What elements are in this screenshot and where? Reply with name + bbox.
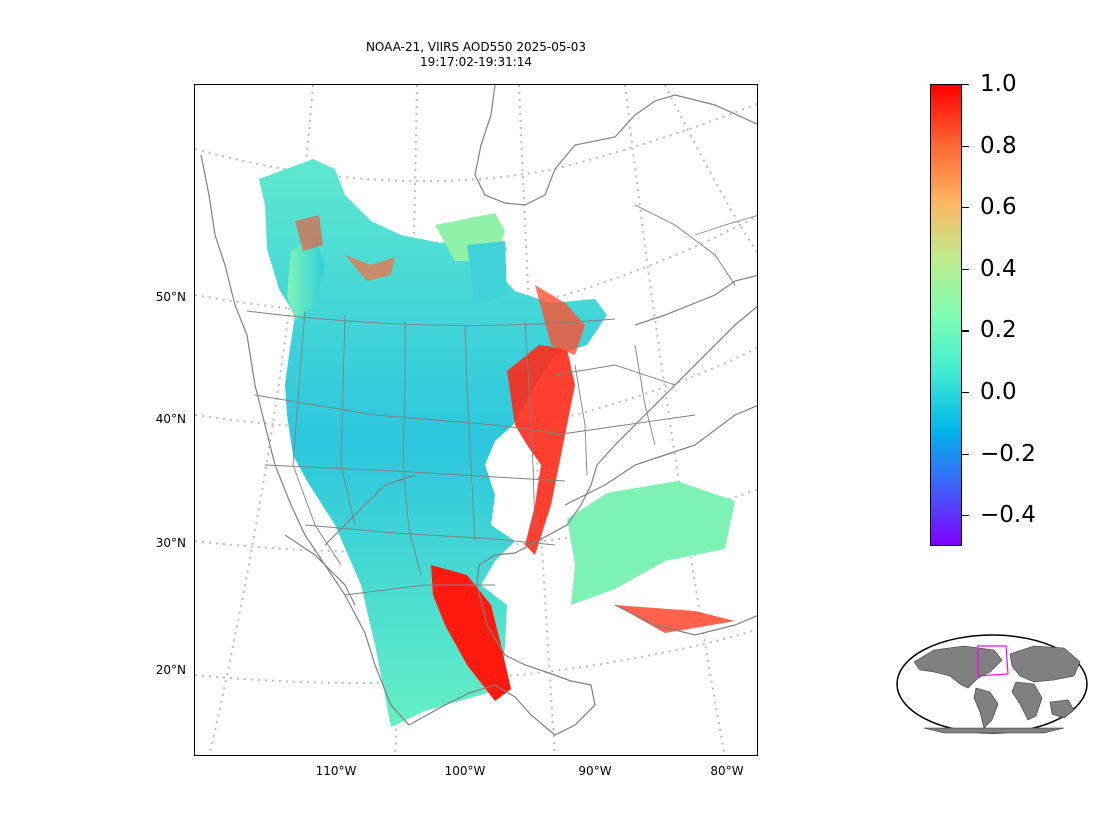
colorbar-tick-label: 0.2: [980, 317, 1017, 344]
map-canvas: [195, 85, 757, 755]
world-inset-map: [894, 632, 1090, 740]
colorbar-tick-mark: [962, 145, 969, 147]
colorbar-tick-mark: [962, 453, 969, 455]
colorbar-tick-label: 1.0: [980, 71, 1017, 97]
main-map: [194, 84, 758, 756]
lat-label-40n: 40°N: [155, 412, 186, 426]
colorbar-tick-mark: [962, 515, 969, 517]
colorbar-tick-label: 0.6: [980, 194, 1017, 221]
inset-land: [913, 645, 1081, 734]
lat-label-50n: 50°N: [155, 290, 186, 304]
lon-label-90w: 90°W: [578, 764, 612, 778]
coastlines: [200, 85, 757, 736]
political-borders: [246, 204, 757, 596]
colorbar-tick-label: −0.4: [980, 502, 1036, 529]
lon-label-110w: 110°W: [315, 764, 357, 778]
title-line-2: 19:17:02-19:31:14: [419, 55, 533, 69]
colorbar-tick-label: 0.4: [980, 255, 1017, 282]
lon-label-100w: 100°W: [444, 764, 486, 778]
colorbar-tick-mark: [962, 392, 969, 394]
lat-label-20n: 20°N: [155, 663, 186, 677]
title-line-1: NOAA-21, VIIRS AOD550 2025-05-03: [365, 40, 587, 54]
lat-label-30n: 30°N: [155, 536, 186, 550]
colorbar-tick-mark: [962, 330, 969, 332]
colorbar-tick-label: 0.0: [980, 379, 1017, 405]
colorbar: [930, 84, 962, 546]
colorbar-tick-mark: [962, 207, 969, 209]
colorbar-tick-label: 0.8: [980, 132, 1017, 159]
colorbar-tick-mark: [962, 268, 969, 270]
lon-label-80w: 80°W: [710, 764, 744, 778]
colorbar-tick-mark: [962, 84, 969, 86]
colorbar-tick-label: −0.2: [980, 440, 1036, 467]
inset-region-box: [977, 645, 1009, 677]
map-title: NOAA-21, VIIRS AOD550 2025-05-03 19:17:0…: [330, 40, 622, 70]
aod-high-regions: [295, 215, 735, 701]
aod-swath: [259, 159, 735, 727]
